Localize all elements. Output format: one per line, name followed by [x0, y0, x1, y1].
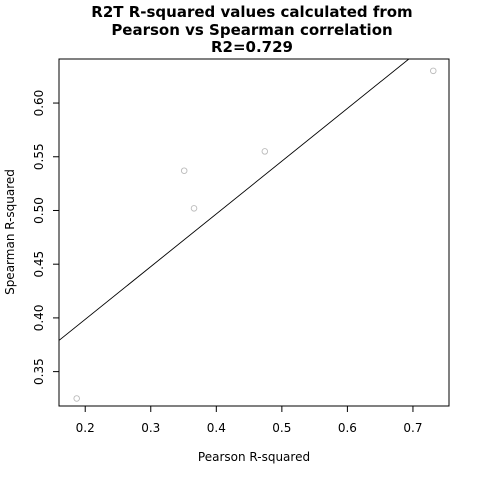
plot-content	[59, 59, 437, 402]
data-point-4	[261, 148, 269, 155]
plot-frame	[58, 58, 450, 407]
data-point-5	[430, 67, 437, 75]
x-tick-label-5: 0.7	[403, 421, 422, 435]
y-tick-label-3: 0.50	[32, 197, 46, 224]
x-tick-label-3: 0.5	[272, 421, 291, 435]
data-point-1	[73, 395, 80, 402]
chart-title-line-1: R2T R-squared values calculated from	[91, 3, 412, 21]
x-tick-label-2: 0.4	[207, 421, 226, 435]
x-tick-label-0: 0.2	[76, 421, 95, 435]
chart-title-line-2: Pearson vs Spearman correlation	[111, 21, 392, 39]
y-tick-label-4: 0.55	[32, 143, 46, 170]
y-tick-label-0: 0.35	[32, 358, 46, 385]
data-point-2	[180, 167, 188, 174]
chart-title-line-3: R2=0.729	[211, 38, 293, 56]
y-axis-label: Spearman R-squared	[3, 169, 17, 295]
data-point-3	[190, 205, 198, 212]
x-tick-label-1: 0.3	[141, 421, 160, 435]
x-tick-label-4: 0.6	[338, 421, 357, 435]
y-axis: 0.35 0.40 0.45 0.50 0.55 0.60	[32, 90, 59, 385]
y-tick-label-2: 0.45	[32, 251, 46, 278]
y-tick-label-1: 0.40	[32, 305, 46, 332]
x-axis-label: Pearson R-squared	[198, 450, 310, 464]
y-tick-label-5: 0.60	[32, 90, 46, 117]
fit-line	[59, 59, 410, 341]
x-axis: 0.2 0.3 0.4 0.5 0.6 0.7	[76, 406, 422, 435]
